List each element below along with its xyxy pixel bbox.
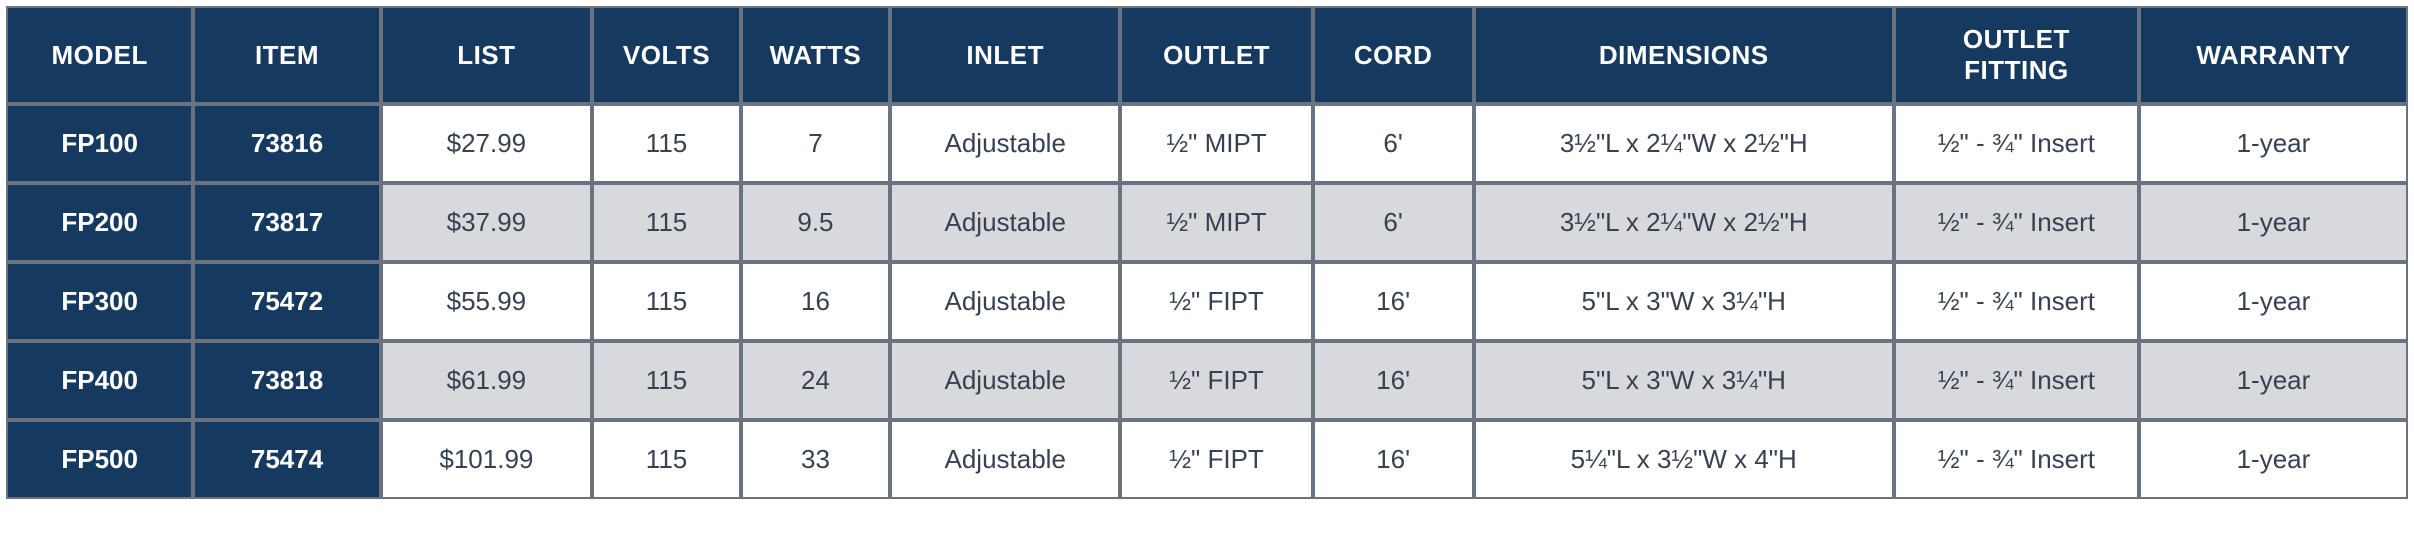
table-cell: 5"L x 3"W x 3¼"H xyxy=(1474,262,1894,341)
table-cell: 5"L x 3"W x 3¼"H xyxy=(1474,341,1894,420)
table-cell: 73818 xyxy=(193,341,380,420)
table-header-cell: WATTS xyxy=(741,6,890,104)
table-cell: ½" FIPT xyxy=(1120,420,1312,499)
table-cell: Adjustable xyxy=(890,262,1121,341)
table-cell: Adjustable xyxy=(890,420,1121,499)
table-cell: $101.99 xyxy=(381,420,592,499)
table-header-cell: WARRANTY xyxy=(2139,6,2408,104)
table-cell: ½" - ¾" Insert xyxy=(1894,104,2139,183)
table-cell: $27.99 xyxy=(381,104,592,183)
table-cell: 75472 xyxy=(193,262,380,341)
table-cell: ½" - ¾" Insert xyxy=(1894,183,2139,262)
table-cell: 16' xyxy=(1313,262,1474,341)
table-cell: 6' xyxy=(1313,104,1474,183)
table-cell: 3½"L x 2¼"W x 2½"H xyxy=(1474,104,1894,183)
table-cell: FP500 xyxy=(6,420,193,499)
table-header-cell: OUTLETFITTING xyxy=(1894,6,2139,104)
table-cell: 1-year xyxy=(2139,341,2408,420)
table-header-cell: VOLTS xyxy=(592,6,741,104)
table-cell: ½" - ¾" Insert xyxy=(1894,420,2139,499)
table-cell: 75474 xyxy=(193,420,380,499)
table-header-cell: DIMENSIONS xyxy=(1474,6,1894,104)
table-cell: 115 xyxy=(592,420,741,499)
table-cell: ½" MIPT xyxy=(1120,104,1312,183)
table-cell: 115 xyxy=(592,104,741,183)
table-cell: FP400 xyxy=(6,341,193,420)
table-cell: FP100 xyxy=(6,104,193,183)
table-cell: FP200 xyxy=(6,183,193,262)
product-spec-table: MODELITEMLISTVOLTSWATTSINLETOUTLETCORDDI… xyxy=(6,6,2408,499)
table-cell: 1-year xyxy=(2139,183,2408,262)
table-cell: Adjustable xyxy=(890,341,1121,420)
table-cell: 1-year xyxy=(2139,420,2408,499)
table-body: FP10073816$27.991157Adjustable½" MIPT6'3… xyxy=(6,104,2408,499)
table-cell: 115 xyxy=(592,183,741,262)
table-cell: 3½"L x 2¼"W x 2½"H xyxy=(1474,183,1894,262)
table-row: FP50075474$101.9911533Adjustable½" FIPT1… xyxy=(6,420,2408,499)
table-header-row: MODELITEMLISTVOLTSWATTSINLETOUTLETCORDDI… xyxy=(6,6,2408,104)
table-header-cell: LIST xyxy=(381,6,592,104)
table-row: FP30075472$55.9911516Adjustable½" FIPT16… xyxy=(6,262,2408,341)
table-cell: FP300 xyxy=(6,262,193,341)
table-cell: 115 xyxy=(592,262,741,341)
table-header: MODELITEMLISTVOLTSWATTSINLETOUTLETCORDDI… xyxy=(6,6,2408,104)
table-cell: 115 xyxy=(592,341,741,420)
table-cell: 6' xyxy=(1313,183,1474,262)
table-cell: $55.99 xyxy=(381,262,592,341)
table-header-cell: OUTLET xyxy=(1120,6,1312,104)
table-cell: 73816 xyxy=(193,104,380,183)
table-cell: 73817 xyxy=(193,183,380,262)
table-header-cell: ITEM xyxy=(193,6,380,104)
table-header-cell: CORD xyxy=(1313,6,1474,104)
table-cell: ½" - ¾" Insert xyxy=(1894,341,2139,420)
table-cell: 5¼"L x 3½"W x 4"H xyxy=(1474,420,1894,499)
table-cell: Adjustable xyxy=(890,183,1121,262)
table-cell: 16' xyxy=(1313,420,1474,499)
table-cell: 1-year xyxy=(2139,262,2408,341)
table-cell: ½" FIPT xyxy=(1120,262,1312,341)
table-row: FP40073818$61.9911524Adjustable½" FIPT16… xyxy=(6,341,2408,420)
table-cell: $37.99 xyxy=(381,183,592,262)
table-header-cell: INLET xyxy=(890,6,1121,104)
table-cell: Adjustable xyxy=(890,104,1121,183)
table-cell: 1-year xyxy=(2139,104,2408,183)
table-cell: 16 xyxy=(741,262,890,341)
table-row: FP20073817$37.991159.5Adjustable½" MIPT6… xyxy=(6,183,2408,262)
table-cell: ½" MIPT xyxy=(1120,183,1312,262)
table-cell: 33 xyxy=(741,420,890,499)
table-row: FP10073816$27.991157Adjustable½" MIPT6'3… xyxy=(6,104,2408,183)
table-cell: 7 xyxy=(741,104,890,183)
table-cell: $61.99 xyxy=(381,341,592,420)
table-cell: 24 xyxy=(741,341,890,420)
table-header-cell: MODEL xyxy=(6,6,193,104)
table-cell: 9.5 xyxy=(741,183,890,262)
table-cell: ½" - ¾" Insert xyxy=(1894,262,2139,341)
table-cell: 16' xyxy=(1313,341,1474,420)
table-cell: ½" FIPT xyxy=(1120,341,1312,420)
